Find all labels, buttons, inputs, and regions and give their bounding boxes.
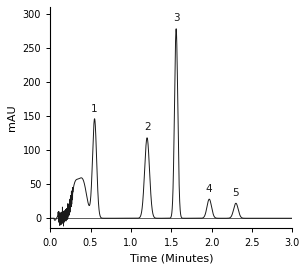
Text: 4: 4 xyxy=(206,184,212,194)
X-axis label: Time (Minutes): Time (Minutes) xyxy=(130,253,213,263)
Y-axis label: mAU: mAU xyxy=(7,104,17,131)
Text: 5: 5 xyxy=(233,188,239,198)
Text: 3: 3 xyxy=(173,13,180,23)
Text: 1: 1 xyxy=(91,104,98,114)
Text: 2: 2 xyxy=(144,122,150,132)
